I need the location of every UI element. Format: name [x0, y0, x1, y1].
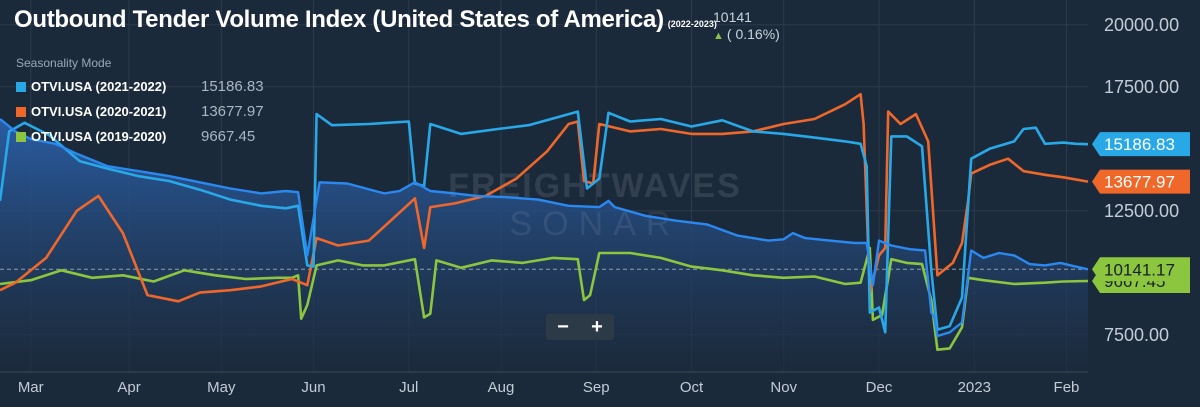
- chart-title-period: (2022-2023): [667, 19, 717, 29]
- series-line-main: [0, 118, 1089, 338]
- value-label-box: [1092, 257, 1190, 282]
- y-tick-label: 7500.00: [1104, 325, 1169, 345]
- series-line-otvi-usa-2020-2021-: [0, 92, 1089, 303]
- current-value: 10141: [713, 9, 752, 25]
- x-tick-label: Oct: [680, 379, 704, 396]
- chart-title: Outbound Tender Volume Index (United Sta…: [14, 6, 664, 33]
- legend-item-2019-2020[interactable]: OTVI.USA (2019-2020) 9667.45: [16, 126, 264, 147]
- x-tick-label: Sep: [583, 379, 610, 396]
- legend-swatch: [16, 131, 26, 142]
- value-label-box: [1092, 132, 1190, 157]
- zoom-in-button[interactable]: +: [591, 315, 603, 338]
- legend-item-2021-2022[interactable]: OTVI.USA (2021-2022) 15186.83: [16, 76, 264, 97]
- x-tick-label: Nov: [770, 379, 797, 396]
- x-tick-label: Apr: [117, 379, 140, 396]
- arrow-up-icon: ▲: [713, 30, 724, 42]
- series-line-otvi-usa-2019-2020-: [0, 246, 1089, 351]
- value-label: 15186.83: [1092, 132, 1190, 157]
- value-label: 13677.97: [1092, 169, 1190, 194]
- series-line-otvi-usa-2021-2022-: [0, 110, 1089, 334]
- y-tick-label: 12500.00: [1104, 201, 1179, 221]
- value-label-text: 13677.97: [1104, 173, 1175, 192]
- y-tick-label: 20000.00: [1104, 15, 1179, 35]
- current-value-block: 10141 ▲( 0.16%): [713, 9, 780, 45]
- value-label-text: 10141.17: [1104, 260, 1175, 279]
- zoom-control: − +: [546, 314, 614, 340]
- x-tick-label: Mar: [18, 379, 44, 396]
- title-block: Outbound Tender Volume Index (United Sta…: [14, 6, 717, 34]
- value-label-box: [1092, 169, 1190, 194]
- seasonality-mode-label: Seasonality Mode: [16, 56, 112, 70]
- y-tick-label: 17500.00: [1104, 77, 1179, 97]
- main-series-area: [0, 119, 1088, 372]
- legend-name: OTVI.USA (2021-2022): [31, 79, 167, 94]
- x-tick-label: Dec: [866, 379, 893, 396]
- value-label: 10141.17: [1092, 257, 1190, 282]
- legend: OTVI.USA (2021-2022) 15186.83 OTVI.USA (…: [16, 76, 264, 151]
- zoom-out-button[interactable]: −: [557, 315, 569, 338]
- legend-value: 9667.45: [201, 128, 256, 145]
- legend-swatch: [16, 81, 26, 92]
- current-change: ( 0.16%): [726, 26, 780, 42]
- legend-item-2020-2021[interactable]: OTVI.USA (2020-2021) 13677.97: [16, 101, 264, 122]
- x-tick-label: Jul: [399, 379, 418, 396]
- x-tick-label: Feb: [1054, 379, 1080, 396]
- legend-name: OTVI.USA (2019-2020): [31, 129, 167, 144]
- x-tick-label: Jun: [301, 379, 325, 396]
- value-label-text: 15186.83: [1104, 135, 1175, 154]
- legend-name: OTVI.USA (2020-2021): [31, 104, 167, 119]
- legend-swatch: [16, 106, 26, 117]
- legend-value: 13677.97: [201, 103, 264, 120]
- watermark-line2: SONAR: [510, 205, 681, 243]
- x-tick-label: Aug: [488, 379, 515, 396]
- x-tick-label: May: [207, 379, 236, 396]
- x-tick-label: 2023: [958, 379, 991, 396]
- legend-value: 15186.83: [201, 78, 264, 95]
